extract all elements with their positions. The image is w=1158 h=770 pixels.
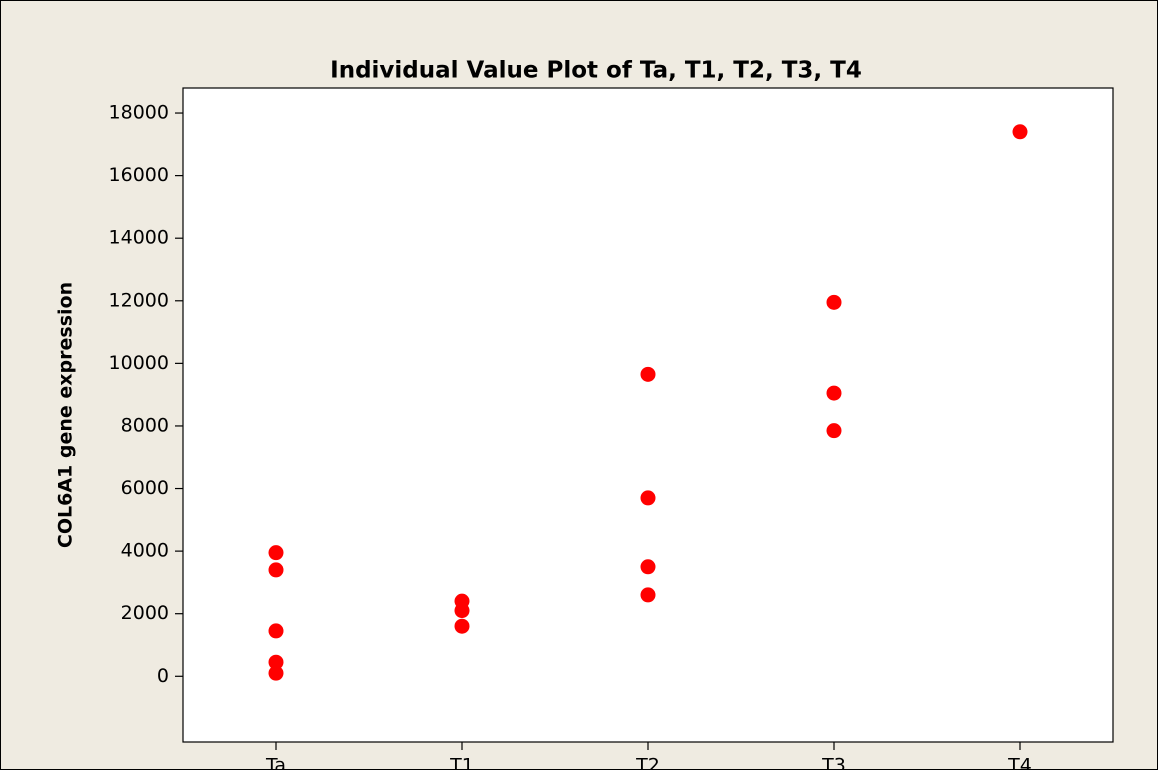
data-point	[454, 603, 470, 619]
y-tick-label: 12000	[109, 289, 169, 311]
data-point	[640, 366, 656, 382]
x-tick-label: T3	[821, 755, 846, 770]
chart-title: Individual Value Plot of Ta, T1, T2, T3,…	[330, 58, 862, 84]
x-tick-label: T2	[635, 755, 660, 770]
y-tick-label: 2000	[121, 602, 169, 624]
x-tick-label: Ta	[265, 755, 286, 770]
y-tick-label: 8000	[121, 414, 169, 436]
y-tick-label: 4000	[121, 540, 169, 562]
data-point	[268, 665, 284, 681]
y-tick-label: 10000	[109, 352, 169, 374]
y-tick-label: 14000	[109, 227, 169, 249]
y-axis-label: COL6A1 gene expression	[55, 282, 77, 548]
data-point	[640, 559, 656, 575]
y-tick-label: 0	[157, 665, 169, 687]
data-point	[1012, 124, 1028, 140]
y-tick-label: 6000	[121, 477, 169, 499]
y-tick-label: 18000	[109, 102, 169, 124]
y-tick-label: 16000	[109, 164, 169, 186]
x-tick-label: T4	[1007, 755, 1032, 770]
x-tick-label: T1	[449, 755, 474, 770]
data-point	[454, 618, 470, 634]
plot-area	[182, 87, 1114, 743]
data-point	[640, 490, 656, 506]
data-point	[268, 562, 284, 578]
data-point	[268, 654, 284, 670]
data-point	[826, 385, 842, 401]
data-point	[826, 294, 842, 310]
data-point	[640, 587, 656, 603]
data-point	[826, 423, 842, 439]
data-point	[268, 545, 284, 561]
data-point	[268, 623, 284, 639]
